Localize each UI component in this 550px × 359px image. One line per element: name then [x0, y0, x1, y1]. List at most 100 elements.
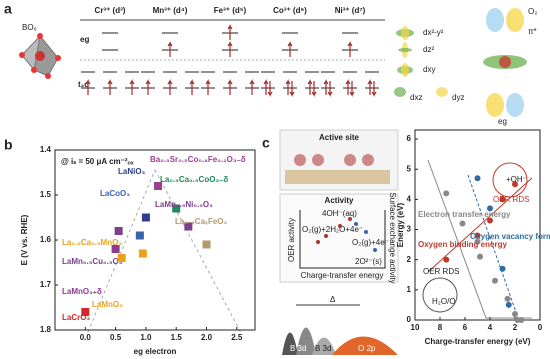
trend-line — [467, 174, 519, 319]
point — [505, 301, 512, 308]
orbital-icons — [394, 26, 448, 97]
series-label: La₁₋ₓCaₓFeO₃ — [175, 217, 228, 226]
point — [202, 240, 211, 249]
point — [81, 308, 90, 316]
y-tick-label: 1 — [407, 285, 412, 294]
annotation: @ iₛ = 50 μA cm⁻²ₒₓ — [61, 157, 134, 166]
y-axis-title: E (V vs. RHE) — [20, 214, 29, 265]
point — [499, 196, 506, 203]
point — [518, 317, 525, 323]
y-tick-label: 1.6 — [40, 235, 52, 244]
point — [443, 256, 450, 263]
inset-circle — [422, 277, 458, 313]
x-tick-label: 1.0 — [140, 333, 152, 342]
axis-title: Charge-transfer energy — [301, 271, 384, 280]
point — [492, 277, 498, 284]
electron-arrow — [311, 81, 317, 97]
y-tick-label: 1.5 — [40, 190, 52, 199]
point — [154, 182, 163, 190]
octahedron — [19, 33, 61, 79]
reaction: O₂(g)+2H₂O+4e⁻ — [302, 225, 363, 234]
axis-title: OER activity — [287, 218, 296, 262]
chart-b: 0.0 0.5 1.0 1.5 2.0 2.5 1.4 1.5 1.6 1.7 1.8 eg elec… — [20, 145, 256, 356]
orbital-label: dyz — [452, 93, 464, 102]
electron-arrow — [349, 81, 355, 97]
electron-arrow — [189, 79, 195, 95]
activity-axes — [299, 210, 386, 269]
series-label: LaNiO₃ — [118, 167, 146, 176]
activity-points — [316, 217, 377, 252]
y-tick-label: 1.7 — [40, 280, 52, 289]
point — [474, 238, 481, 245]
orbital-label: dz² — [423, 45, 434, 54]
point — [512, 310, 518, 317]
x-axis-title: eg electron — [134, 347, 177, 356]
electron-arrow — [263, 79, 269, 95]
point — [138, 249, 147, 258]
reaction: 4OH⁻(aq) — [322, 209, 357, 218]
ion-columns: Cr³⁺ (d³) Mn³⁺ (d⁴) Fe³⁺ (d⁵) Co³⁺ (d⁶) Ni³⁺… — [81, 6, 379, 97]
axes — [414, 129, 541, 321]
x-tick-label: 6 — [463, 323, 468, 332]
series-label: LaMn₀.₅Cu₀.₅O₃ — [62, 257, 123, 266]
band-label: O 2p — [358, 344, 376, 353]
electron-arrow — [371, 81, 377, 97]
chart-c: 10 8 6 4 2 0 0 1 2 3 4 5 6 Charge-transfer energy (eV… — [396, 129, 550, 346]
series-label: Oxygen binding energy — [418, 240, 507, 249]
reaction: 2O²⁻(s) — [355, 257, 382, 266]
point — [504, 295, 511, 302]
annotation: H₂O/O — [432, 297, 456, 306]
electron-arrow — [287, 41, 293, 57]
series-label: LaMnO₃₊δ — [62, 287, 102, 296]
panel-label: a — [4, 1, 12, 17]
electron-arrow — [227, 79, 233, 95]
panel-label: c — [262, 135, 270, 151]
o2-orbital — [483, 8, 527, 117]
eg-label: eg — [498, 117, 507, 126]
cluster-label: BO₆ — [22, 23, 37, 32]
electron-arrow — [345, 79, 351, 95]
x-tick-label: 0.5 — [110, 333, 122, 342]
y-tick-label: 1.8 — [40, 325, 52, 334]
y-tick-label: 6 — [407, 134, 412, 143]
x-tick-label: 10 — [411, 323, 420, 332]
pi-label: π* — [528, 27, 537, 36]
electron-arrow — [289, 81, 295, 97]
x-tick-label: 1.5 — [171, 333, 183, 342]
point — [512, 181, 518, 188]
ion-header: Fe³⁺ (d⁵) — [214, 6, 247, 15]
trend-line — [427, 177, 533, 273]
point — [487, 205, 493, 212]
orbital-label: dx²-y² — [423, 28, 444, 37]
electron-arrow — [145, 79, 151, 95]
point — [111, 245, 120, 253]
electron-arrow — [227, 41, 233, 57]
y-tick-label: 0 — [407, 315, 412, 324]
point — [117, 254, 126, 262]
series-label: La₀.₅Ca₀.₅MnO₃ — [62, 238, 122, 247]
point — [487, 217, 493, 224]
delta-label: Δ — [330, 295, 336, 304]
x-tick-label: 2.5 — [231, 333, 243, 342]
electron-arrow — [307, 79, 313, 95]
electron-arrow — [107, 79, 113, 95]
annotation: OER RDS — [493, 195, 529, 204]
x-tick-label: 8 — [438, 323, 443, 332]
electron-arrow — [167, 41, 173, 57]
electron-arrow — [267, 81, 273, 97]
series-label: La₀.₅Ca₀.₅CoO₃₋δ — [160, 175, 228, 184]
annotation: +OH⁻ — [506, 175, 527, 184]
y-tick-label: 2 — [407, 255, 412, 264]
x-axis-title: Charge-transfer energy (eV) — [425, 337, 531, 346]
electron-arrow — [129, 79, 135, 95]
level-label: eg — [80, 35, 89, 44]
ion-header: Cr³⁺ (d³) — [95, 6, 126, 15]
point — [443, 190, 450, 197]
annotation: OER RDS — [423, 267, 459, 276]
point — [172, 204, 181, 213]
electron-arrow — [367, 79, 373, 95]
active-site-art — [285, 154, 390, 184]
point — [141, 213, 150, 222]
series-label: LaCrO₃ — [62, 313, 90, 322]
